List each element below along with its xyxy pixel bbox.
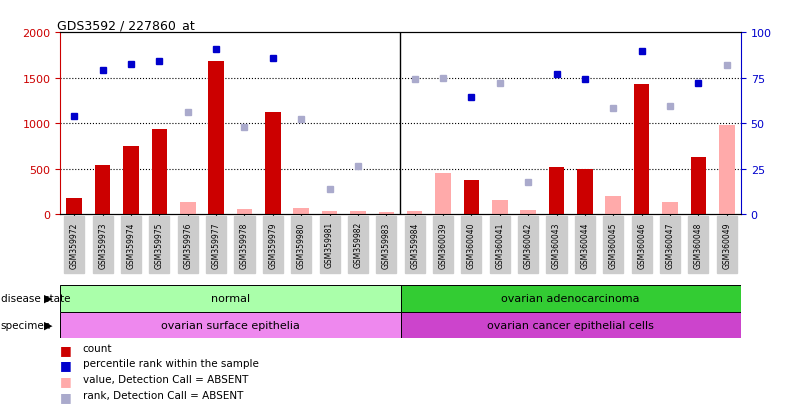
- Text: rank, Detection Call = ABSENT: rank, Detection Call = ABSENT: [83, 390, 243, 400]
- Text: GDS3592 / 227860_at: GDS3592 / 227860_at: [57, 19, 195, 32]
- Text: ▶: ▶: [43, 320, 52, 330]
- Bar: [690, 157, 706, 215]
- Bar: [662, 202, 678, 215]
- Bar: [293, 209, 309, 215]
- Text: ■: ■: [60, 358, 72, 371]
- Bar: [236, 210, 252, 215]
- Text: ▶: ▶: [43, 293, 52, 304]
- Bar: [435, 174, 451, 215]
- Bar: [379, 212, 394, 215]
- Bar: [123, 147, 139, 215]
- Bar: [549, 168, 565, 215]
- Text: ■: ■: [60, 390, 72, 403]
- Bar: [464, 180, 479, 215]
- Bar: [400, 285, 741, 312]
- Bar: [606, 197, 621, 215]
- Bar: [407, 211, 422, 215]
- Bar: [208, 62, 224, 215]
- Bar: [151, 129, 167, 215]
- Bar: [400, 312, 741, 339]
- Text: disease state: disease state: [1, 293, 70, 304]
- Bar: [265, 113, 280, 215]
- Bar: [60, 312, 400, 339]
- Bar: [66, 198, 82, 215]
- Text: ■: ■: [60, 374, 72, 387]
- Text: ovarian surface epithelia: ovarian surface epithelia: [161, 320, 300, 330]
- Bar: [350, 211, 366, 215]
- Text: specimen: specimen: [1, 320, 51, 330]
- Bar: [492, 200, 508, 215]
- Bar: [180, 203, 195, 215]
- Text: ■: ■: [60, 343, 72, 356]
- Text: normal: normal: [211, 293, 250, 304]
- Bar: [322, 211, 337, 215]
- Bar: [95, 166, 111, 215]
- Bar: [60, 285, 400, 312]
- Text: percentile rank within the sample: percentile rank within the sample: [83, 358, 259, 368]
- Text: value, Detection Call = ABSENT: value, Detection Call = ABSENT: [83, 374, 248, 384]
- Bar: [577, 169, 593, 215]
- Bar: [634, 85, 650, 215]
- Bar: [719, 126, 735, 215]
- Bar: [521, 211, 536, 215]
- Text: ovarian adenocarcinoma: ovarian adenocarcinoma: [501, 293, 640, 304]
- Text: ovarian cancer epithelial cells: ovarian cancer epithelial cells: [487, 320, 654, 330]
- Text: count: count: [83, 343, 112, 353]
